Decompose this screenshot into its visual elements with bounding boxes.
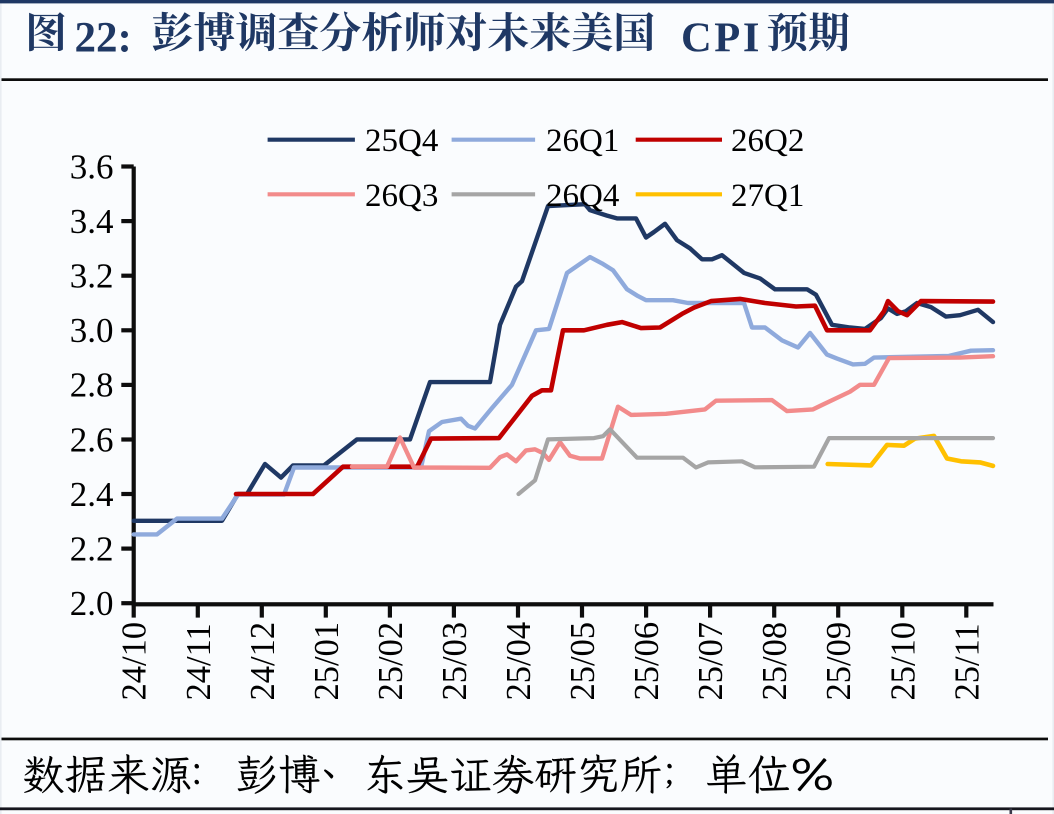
svg-text:25/06: 25/06 — [628, 622, 666, 701]
svg-text:3.0: 3.0 — [70, 311, 114, 350]
svg-text:26Q2: 26Q2 — [731, 123, 804, 159]
svg-text:22:: 22: — [75, 15, 132, 62]
svg-text:25/05: 25/05 — [564, 622, 602, 701]
svg-text:25Q4: 25Q4 — [365, 123, 438, 159]
svg-text:2.8: 2.8 — [70, 366, 114, 405]
svg-text:25/11: 25/11 — [948, 623, 986, 700]
svg-text:26Q4: 26Q4 — [546, 178, 619, 214]
svg-text:25/02: 25/02 — [372, 622, 410, 701]
svg-text:2.4: 2.4 — [70, 475, 114, 514]
svg-text:25/03: 25/03 — [436, 622, 474, 701]
svg-text:26Q1: 26Q1 — [546, 123, 619, 159]
svg-text:25/10: 25/10 — [884, 622, 922, 701]
svg-text:24/11: 24/11 — [180, 623, 218, 700]
svg-text:25/08: 25/08 — [756, 622, 794, 701]
svg-text:26Q3: 26Q3 — [365, 178, 438, 214]
svg-text:2.6: 2.6 — [70, 420, 114, 459]
svg-text:2.2: 2.2 — [70, 529, 114, 568]
svg-text:3.2: 3.2 — [70, 257, 114, 296]
svg-text:27Q1: 27Q1 — [731, 178, 804, 214]
svg-text:25/09: 25/09 — [820, 622, 858, 701]
svg-text:25/07: 25/07 — [692, 622, 730, 701]
svg-text:CPI: CPI — [681, 15, 762, 62]
svg-text:24/12: 24/12 — [244, 622, 282, 701]
svg-text:25/04: 25/04 — [500, 622, 538, 701]
svg-text:2.0: 2.0 — [70, 584, 114, 623]
svg-text:24/10: 24/10 — [116, 622, 154, 701]
svg-text:3.4: 3.4 — [70, 202, 114, 241]
svg-text:25/01: 25/01 — [308, 622, 346, 701]
svg-text:3.6: 3.6 — [70, 147, 114, 186]
